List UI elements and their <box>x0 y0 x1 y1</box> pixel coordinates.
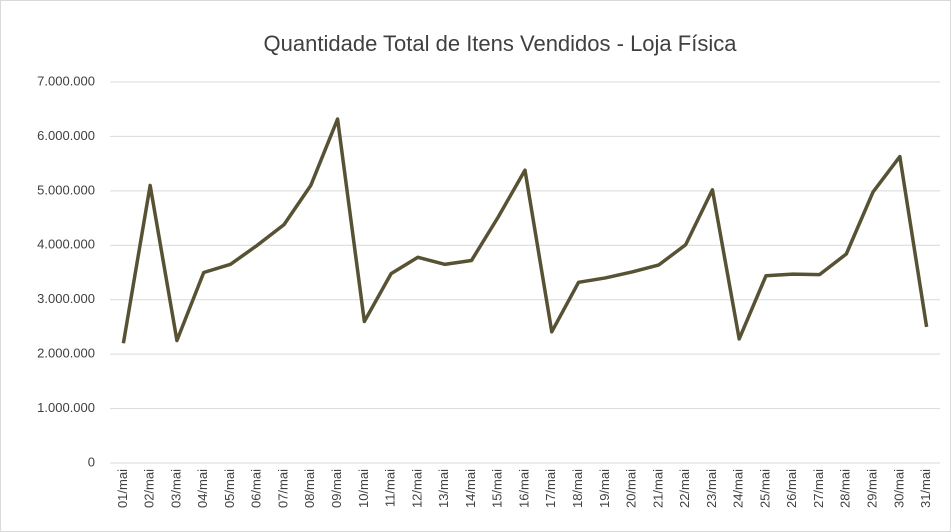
y-tick-label: 5.000.000 <box>37 182 95 197</box>
y-tick-label: 2.000.000 <box>37 346 95 361</box>
x-tick-label: 01/mai <box>115 469 130 508</box>
x-tick-label: 11/mai <box>383 469 398 507</box>
x-tick-label: 27/mai <box>811 469 826 508</box>
x-tick-label: 29/mai <box>865 469 880 508</box>
x-tick-label: 09/mai <box>329 469 344 508</box>
x-tick-label: 15/mai <box>490 469 505 508</box>
x-tick-label: 20/mai <box>624 469 639 508</box>
x-tick-label: 22/mai <box>677 469 692 508</box>
y-tick-label: 3.000.000 <box>37 291 95 306</box>
data-line <box>121 117 929 344</box>
x-tick-label: 02/mai <box>142 469 157 508</box>
x-tick-label: 03/mai <box>168 469 183 508</box>
x-tick-label: 19/mai <box>597 469 612 508</box>
x-tick-label: 14/mai <box>463 469 478 508</box>
x-tick-label: 04/mai <box>195 469 210 508</box>
x-tick-label: 31/mai <box>918 469 933 508</box>
y-tick-label: 7.000.000 <box>37 73 95 88</box>
x-tick-label: 21/mai <box>650 469 665 508</box>
x-tick-label: 07/mai <box>275 469 290 508</box>
y-tick-label: 1.000.000 <box>37 400 95 415</box>
x-tick-label: 25/mai <box>757 469 772 508</box>
x-tick-label: 24/mai <box>731 469 746 508</box>
x-tick-label: 06/mai <box>249 469 264 508</box>
x-tick-label: 08/mai <box>302 469 317 508</box>
x-tick-label: 13/mai <box>436 469 451 508</box>
y-tick-label: 6.000.000 <box>37 128 95 143</box>
x-tick-label: 23/mai <box>704 469 719 508</box>
chart-title: Quantidade Total de Itens Vendidos - Loj… <box>264 31 738 56</box>
y-tick-label: 0 <box>88 454 95 469</box>
x-tick-label: 30/mai <box>891 469 906 508</box>
x-tick-label: 26/mai <box>784 469 799 508</box>
x-tick-label: 28/mai <box>838 469 853 508</box>
y-tick-label: 4.000.000 <box>37 237 95 252</box>
x-tick-label: 10/mai <box>356 469 371 508</box>
x-tick-label: 16/mai <box>516 469 531 508</box>
x-tick-label: 12/mai <box>409 469 424 508</box>
x-tick-label: 05/mai <box>222 469 237 508</box>
x-tick-label: 18/mai <box>570 469 585 508</box>
x-tick-label: 17/mai <box>543 469 558 508</box>
